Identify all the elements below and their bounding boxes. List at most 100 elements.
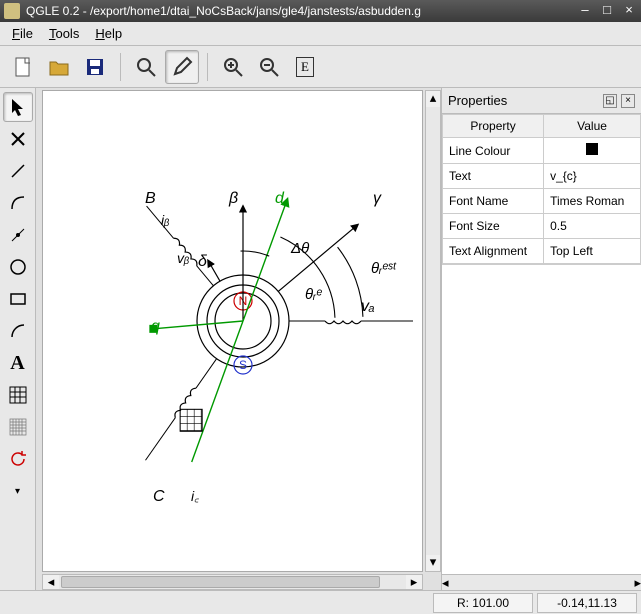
minimize-button[interactable]: – [577, 3, 593, 19]
toolbar-separator [120, 53, 121, 81]
svg-text:θᵣᵉ: θᵣᵉ [305, 286, 322, 303]
menu-tools[interactable]: Tools [43, 24, 85, 43]
finegrid-tool[interactable] [3, 412, 33, 442]
menu-help[interactable]: Help [89, 24, 128, 43]
property-value[interactable] [544, 138, 641, 164]
scroll-up-button[interactable]: ▴ [426, 91, 440, 107]
rect-tool[interactable] [3, 284, 33, 314]
zoom-out-icon [258, 56, 280, 78]
property-value[interactable]: v_{c} [544, 164, 641, 189]
pointer-tool[interactable] [3, 92, 33, 122]
scroll-track[interactable] [449, 575, 635, 590]
property-name: Text [443, 164, 544, 189]
svg-text:iᵦ: iᵦ [161, 212, 170, 228]
property-row: Font Size0.5 [443, 214, 641, 239]
rect-icon [8, 289, 28, 309]
panel-title: Properties [448, 93, 507, 108]
svg-text:γ: γ [373, 190, 382, 207]
more-tools[interactable]: ▾ [3, 476, 33, 506]
scroll-down-button[interactable]: ▾ [426, 555, 440, 571]
app-icon [4, 3, 20, 19]
delete-tool[interactable] [3, 124, 33, 154]
property-row: Line Colour [443, 138, 641, 164]
zoom-in-button[interactable] [216, 50, 250, 84]
line-icon [8, 161, 28, 181]
color-swatch[interactable] [586, 143, 598, 155]
svg-text:δ: δ [198, 253, 208, 270]
svg-text:i꜀: i꜀ [191, 488, 199, 504]
svg-text:θᵣᵉˢᵗ: θᵣᵉˢᵗ [371, 260, 397, 277]
text-icon: A [10, 352, 24, 375]
panel-close-button[interactable]: × [621, 94, 635, 108]
scroll-track[interactable] [426, 107, 440, 555]
scroll-right-button[interactable]: ▸ [634, 575, 641, 590]
maximize-button[interactable]: □ [599, 3, 615, 19]
property-row: Textv_{c} [443, 164, 641, 189]
scroll-right-button[interactable]: ▸ [406, 575, 422, 589]
rotate-tool[interactable] [3, 444, 33, 474]
scroll-left-button[interactable]: ◂ [43, 575, 59, 589]
property-name: Text Alignment [443, 239, 544, 264]
side-toolbar: A ▾ [0, 88, 36, 590]
panel-hscroll[interactable]: ◂ ▸ [442, 574, 641, 590]
col-property[interactable]: Property [443, 115, 544, 138]
node-tool[interactable] [3, 220, 33, 250]
properties-panel: Properties ◱ × Property Value Line Colou… [441, 88, 641, 590]
property-value[interactable]: Top Left [544, 239, 641, 264]
node-icon [8, 225, 28, 245]
property-name: Line Colour [443, 138, 544, 164]
fine-grid-icon [8, 417, 28, 437]
save-icon [84, 56, 106, 78]
property-value[interactable]: 0.5 [544, 214, 641, 239]
grid-tool[interactable] [3, 380, 33, 410]
zoom-icon [135, 56, 157, 78]
text-tool[interactable]: A [3, 348, 33, 378]
curve-tool[interactable] [3, 188, 33, 218]
pointer-icon [8, 97, 28, 117]
property-name: Font Size [443, 214, 544, 239]
property-row: Font NameTimes Roman [443, 189, 641, 214]
close-button[interactable]: × [621, 3, 637, 19]
svg-text:C: C [153, 488, 165, 505]
svg-text:β: β [228, 190, 238, 207]
main-toolbar: E [0, 46, 641, 88]
edit-mode-button[interactable] [165, 50, 199, 84]
toolbar-separator [207, 53, 208, 81]
panel-header: Properties ◱ × [442, 88, 641, 114]
vertical-scrollbar[interactable]: ▴ ▾ [425, 90, 441, 572]
new-button[interactable] [6, 50, 40, 84]
horizontal-scrollbar[interactable]: ◂ ▸ [42, 574, 423, 590]
status-r: R: 101.00 [433, 593, 533, 613]
diagram: NSβdqγδvₐBiᵦvᵦCi꜀Δθθᵣᵉθᵣᵉˢᵗ [43, 91, 422, 571]
work-area: A ▾ NSβdqγδvₐBiᵦvᵦCi꜀Δθθᵣᵉθᵣᵉˢᵗ ▴ ▾ ◂ ▸ … [0, 88, 641, 590]
rotate-icon [8, 449, 28, 469]
circle-tool[interactable] [3, 252, 33, 282]
open-button[interactable] [42, 50, 76, 84]
export-button[interactable]: E [288, 50, 322, 84]
scroll-track[interactable] [59, 575, 406, 589]
drawing-canvas[interactable]: NSβdqγδvₐBiᵦvᵦCi꜀Δθθᵣᵉθᵣᵉˢᵗ [42, 90, 423, 572]
property-value[interactable]: Times Roman [544, 189, 641, 214]
property-row: Text AlignmentTop Left [443, 239, 641, 264]
save-button[interactable] [78, 50, 112, 84]
zoom-out-button[interactable] [252, 50, 286, 84]
window-title: QGLE 0.2 - /export/home1/dtai_NoCsBack/j… [26, 4, 571, 18]
line-tool[interactable] [3, 156, 33, 186]
zoom-button[interactable] [129, 50, 163, 84]
menubar: File Tools Help [0, 22, 641, 46]
export-icon: E [296, 57, 314, 77]
panel-dock-button[interactable]: ◱ [603, 94, 617, 108]
curve-icon [8, 193, 28, 213]
arc-tool[interactable] [3, 316, 33, 346]
property-name: Font Name [443, 189, 544, 214]
circle-icon [8, 257, 28, 277]
scroll-thumb[interactable] [61, 576, 380, 588]
file-new-icon [12, 56, 34, 78]
menu-file[interactable]: File [6, 24, 39, 43]
status-coord: -0.14,11.13 [537, 593, 637, 613]
status-bar: R: 101.00 -0.14,11.13 [0, 590, 641, 614]
col-value[interactable]: Value [544, 115, 641, 138]
zoom-in-icon [222, 56, 244, 78]
panel-fill [442, 264, 641, 574]
svg-text:d: d [275, 190, 285, 207]
